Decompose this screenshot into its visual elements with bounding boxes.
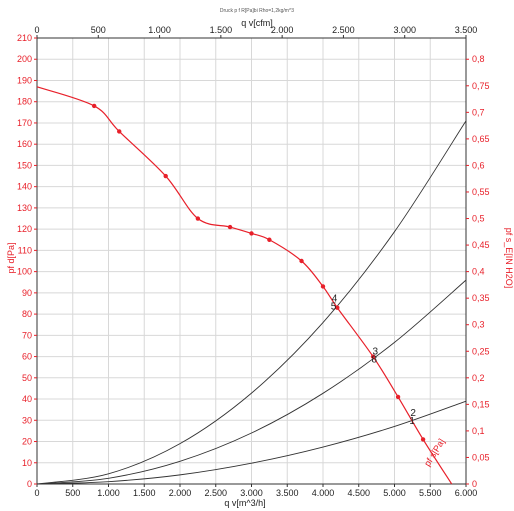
- y2-tick-label-1: 0,05: [472, 452, 490, 462]
- fan-curve-marker-9: [335, 305, 340, 310]
- y2-tick-label-10: 0,5: [472, 214, 485, 224]
- y2-tick-label-4: 0,2: [472, 373, 485, 383]
- fan-curve-marker-11: [395, 394, 401, 400]
- y-tick-label-5: 50: [22, 373, 32, 383]
- y-tick-label-12: 120: [17, 224, 32, 234]
- operating-point-index-0: 1: [409, 416, 415, 427]
- y2-tick-label-14: 0,7: [472, 107, 485, 117]
- x-tick-label-4: 2.000: [169, 488, 192, 498]
- operating-point-index-2: 5: [331, 301, 337, 312]
- x-tick-label-8: 4.000: [312, 488, 335, 498]
- x-tick-label-9: 4.500: [347, 488, 370, 498]
- x2-tick-label-0: 0: [34, 25, 39, 35]
- operating-point-number-1: 3: [372, 347, 378, 358]
- fan-curve-marker-10: [370, 354, 376, 359]
- x-tick-label-12: 6.000: [455, 488, 478, 498]
- y2-tick-label-13: 0,65: [472, 134, 490, 144]
- fan-curve-marker-2: [163, 173, 168, 179]
- fan-curve-marker-12: [420, 437, 426, 442]
- x2-tick-label-3: 1.500: [210, 25, 233, 35]
- x-tick-label-0: 0: [34, 488, 39, 498]
- y-tick-label-2: 20: [22, 437, 32, 447]
- x-tick-label-6: 3.000: [240, 488, 263, 498]
- fan-curve-marker-3: [195, 216, 201, 221]
- plot-area: 0 500 1.000 1.500 2.000 2.500 3.000 3.500 4.000 4…: [17, 25, 490, 498]
- y2-tick-label-2: 0,1: [472, 426, 485, 436]
- y-tick-label-7: 70: [22, 330, 32, 340]
- y-tick-label-10: 100: [17, 267, 32, 277]
- x-tick-label-5: 2.500: [204, 488, 227, 498]
- x-tick-label-2: 1.000: [97, 488, 120, 498]
- fan-curve-marker-1: [117, 129, 122, 134]
- y-tick-label-1: 10: [22, 458, 32, 468]
- y-tick-label-4: 40: [22, 394, 32, 404]
- x2-tick-label-5: 2.500: [332, 25, 355, 35]
- operating-point-number-0: 2: [410, 408, 416, 419]
- y-tick-label-6: 60: [22, 352, 32, 362]
- fan-curve-marker-0: [92, 103, 97, 109]
- system-curve-3: [36, 120, 467, 485]
- x2-tick-label-6: 3.000: [393, 25, 416, 35]
- y2-tick-label-5: 0,25: [472, 346, 490, 356]
- y2-tick-label-8: 0,4: [472, 267, 485, 277]
- x-tick-label-7: 3.500: [276, 488, 299, 498]
- y2-tick-label-0: 0: [472, 479, 477, 489]
- y-tick-label-8: 80: [22, 309, 32, 319]
- y2-tick-label-12: 0,6: [472, 160, 485, 170]
- fan-curve-marker-7: [299, 258, 304, 264]
- y2-tick-label-16: 0,8: [472, 54, 485, 64]
- x2-tick-label-7: 3.500: [455, 25, 478, 35]
- y2-tick-label-11: 0,55: [472, 187, 490, 197]
- x-tick-label-1: 500: [65, 488, 80, 498]
- system-curve-1: [36, 400, 467, 485]
- grid-lines: [36, 37, 467, 485]
- y2-tick-label-3: 0,15: [472, 399, 490, 409]
- y-tick-label-3: 30: [22, 415, 32, 425]
- right-axis-label: pf s_E[IN H2O]: [504, 228, 514, 289]
- fan-curve-marker-6: [267, 237, 272, 242]
- y-tick-label-16: 160: [17, 139, 32, 149]
- x-tick-label-3: 1.500: [133, 488, 156, 498]
- y2-tick-label-6: 0,3: [472, 320, 485, 330]
- x-tick-label-10: 5.000: [383, 488, 406, 498]
- y-tick-label-18: 180: [17, 97, 32, 107]
- y-tick-label-19: 190: [17, 75, 32, 85]
- operating-point-index-1: 8: [371, 355, 377, 366]
- top-axis-label: q v[cfm]: [241, 18, 273, 28]
- fan-curve-marker-4: [227, 224, 233, 230]
- y-tick-label-17: 170: [17, 118, 32, 128]
- x2-tick-label-4: 2.000: [271, 25, 294, 35]
- x-tick-label-11: 5.500: [419, 488, 442, 498]
- y-tick-label-15: 150: [17, 160, 32, 170]
- y-tick-label-13: 130: [17, 203, 32, 213]
- chart-title: Druck p f R[Pa]bi Rho=1,2kg/m^3: [220, 8, 294, 14]
- y-tick-label-14: 140: [17, 182, 32, 192]
- y-tick-label-21: 210: [17, 33, 32, 43]
- fan-curve-marker-8: [320, 284, 326, 289]
- left-axis-label: pf d[Pa]: [6, 242, 16, 273]
- y-tick-label-0: 0: [27, 479, 32, 489]
- y-tick-label-11: 110: [18, 245, 32, 255]
- y-tick-label-9: 90: [22, 288, 32, 298]
- y2-tick-label-9: 0,45: [472, 240, 490, 250]
- system-curve-2: [36, 279, 467, 485]
- bottom-axis-label: q v[m^3/h]: [224, 498, 265, 508]
- fan-curve-line: [36, 86, 453, 485]
- y2-tick-label-7: 0,35: [472, 293, 490, 303]
- y-tick-label-20: 200: [17, 54, 32, 64]
- x2-tick-label-2: 1.000: [148, 25, 171, 35]
- x2-tick-label-1: 500: [91, 25, 106, 35]
- fan-curve-marker-5: [249, 231, 254, 236]
- operating-point-number-2: 4: [332, 293, 338, 304]
- y2-tick-label-15: 0,75: [472, 81, 490, 91]
